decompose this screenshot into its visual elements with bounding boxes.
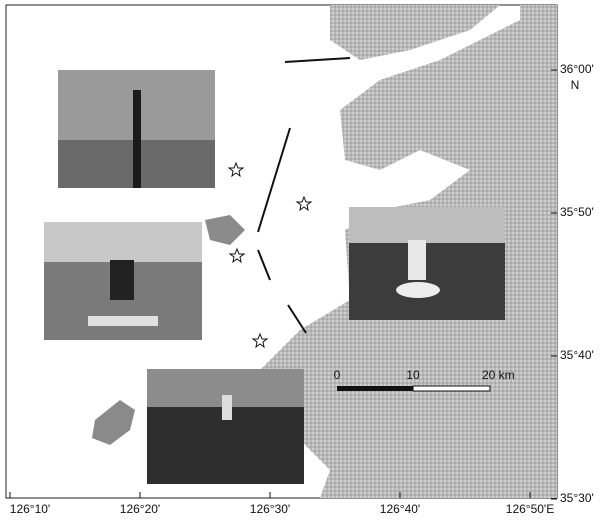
photo-sky <box>44 222 202 262</box>
features <box>257 57 351 334</box>
lat-label: 35°30' <box>560 491 594 505</box>
station-star <box>251 332 269 349</box>
lon-label: 126°50'E <box>506 502 554 516</box>
scale-segment <box>337 386 413 391</box>
scale-bar <box>337 385 491 392</box>
scale-label: 0 <box>334 368 341 382</box>
island <box>92 400 135 445</box>
breakwater <box>257 249 271 281</box>
map-area <box>5 4 558 499</box>
photo-hull <box>396 282 440 298</box>
lat-label: 35°40' <box>560 348 594 362</box>
lon-label: 126°30' <box>250 502 290 516</box>
photo <box>147 369 304 484</box>
photo <box>349 207 505 320</box>
photo-sign <box>88 316 158 326</box>
photo <box>58 70 215 188</box>
scale-label: 20 km <box>482 368 515 382</box>
island <box>205 215 245 245</box>
breakwater <box>257 127 291 233</box>
station-star <box>295 195 313 212</box>
breakwater <box>287 304 307 334</box>
photo-buoy <box>408 240 426 280</box>
stations <box>227 161 313 349</box>
north-label: N <box>571 78 580 92</box>
land <box>330 5 500 60</box>
scale-label: 10 <box>406 368 420 382</box>
photo <box>44 222 202 340</box>
station-star <box>227 161 245 178</box>
photo-sky <box>349 207 505 243</box>
photo-tower <box>133 90 141 188</box>
scale-segment <box>412 385 491 392</box>
photo-buoy <box>110 260 134 300</box>
lon-label: 126°20' <box>120 502 160 516</box>
breakwater <box>284 57 351 63</box>
lat-label: 35°50' <box>560 205 594 219</box>
photo-buoy <box>222 395 232 420</box>
lon-label: 126°10' <box>10 502 50 516</box>
station-star <box>228 247 246 264</box>
lat-label: 36°00' <box>560 62 594 76</box>
lon-label: 126°40' <box>380 502 420 516</box>
